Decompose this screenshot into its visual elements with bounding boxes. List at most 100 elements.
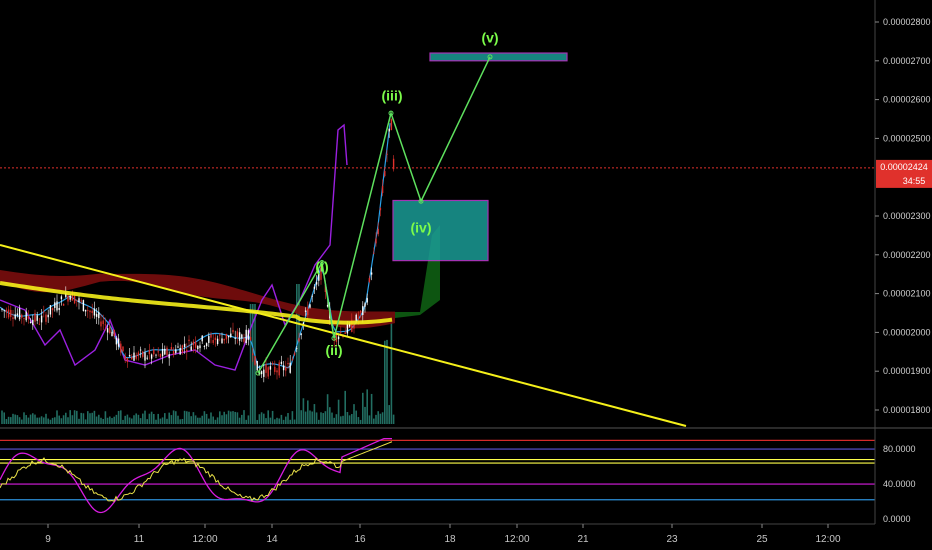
volume-bar	[214, 419, 217, 424]
volume-bar	[238, 417, 241, 424]
volume-bar	[18, 417, 21, 424]
volume-bar	[49, 419, 52, 424]
candle-body	[293, 353, 296, 355]
current-price-tag: 0.00002424 34:55	[876, 159, 932, 188]
price-tick-label: 0.00002500	[883, 133, 931, 143]
time-axis[interactable]: 9 11 12:00 14 16 18 12:00 21 23 25 12:00	[45, 524, 841, 545]
volume-bar	[12, 413, 14, 424]
volume-bar	[155, 419, 157, 424]
volume-bar	[351, 414, 353, 424]
volume-bar	[278, 418, 280, 424]
candle-body	[40, 315, 43, 323]
candle-body	[238, 332, 241, 341]
candle-body	[142, 351, 144, 357]
volume-bar	[311, 411, 313, 424]
volume-bar	[164, 413, 166, 424]
volume-bar	[212, 416, 214, 424]
candle-body	[236, 331, 239, 338]
price-tick-label: 0.00002200	[883, 250, 931, 260]
candle-body	[256, 360, 258, 371]
wave-point	[255, 370, 261, 376]
volume-bar	[56, 410, 58, 424]
candle-body	[131, 356, 133, 360]
elliott-wave-path[interactable]	[257, 56, 491, 374]
volume-bar	[25, 415, 27, 424]
candle-body	[296, 348, 298, 349]
volume-bar	[186, 411, 188, 424]
volume-bar	[381, 412, 384, 424]
candle-body	[373, 252, 375, 254]
volume-bar	[84, 419, 87, 424]
volume-bar	[333, 417, 335, 424]
volume-bar	[249, 304, 252, 424]
volume-bar	[285, 416, 287, 424]
oscillator-levels	[0, 439, 875, 501]
candle-body	[368, 277, 371, 282]
volume-bar	[344, 390, 346, 424]
candle-body	[390, 119, 393, 131]
elliott-wave-labels: (i) (ii) (iii) (iv) (v)	[315, 30, 498, 358]
volume-bar	[379, 413, 382, 424]
oscillator-tick-label: 40.0000	[883, 479, 916, 489]
price-tick-label: 0.00002600	[883, 95, 931, 105]
volume-bar	[232, 411, 234, 424]
volume-bar	[324, 411, 327, 424]
candle-body	[113, 329, 115, 336]
volume-bar	[265, 418, 267, 424]
wave-v-target[interactable]	[429, 52, 568, 62]
candle-body	[32, 319, 34, 325]
volume-bar	[194, 415, 197, 424]
candle-body	[139, 349, 142, 351]
candle-body	[126, 357, 129, 363]
wave-label: (iv)	[411, 220, 432, 236]
candle-body	[194, 341, 197, 348]
volume-bar	[267, 410, 269, 424]
oscillator-axis[interactable]: 80.0000 40.0000 0.0000	[883, 444, 916, 524]
candle-body	[159, 354, 162, 358]
volume-bar	[190, 416, 192, 424]
candle-body	[245, 329, 247, 344]
candle-body	[29, 321, 32, 323]
volume-bar	[137, 414, 140, 424]
candle-body	[170, 346, 173, 350]
volume-bar	[357, 417, 360, 424]
wave-label: (iii)	[382, 88, 403, 104]
wave-iv-zone[interactable]	[392, 199, 489, 262]
volume-bar	[113, 416, 115, 424]
volume-bar	[34, 414, 36, 424]
volume-bar	[170, 415, 173, 424]
candle-body	[98, 312, 100, 319]
candle-body	[381, 185, 384, 194]
candle-body	[278, 362, 280, 376]
candle-body	[234, 337, 236, 339]
candle-body	[14, 314, 16, 319]
candle-body	[45, 314, 47, 322]
candle-body	[115, 337, 118, 345]
candle-body	[47, 314, 49, 318]
volume-bar	[373, 418, 375, 424]
candle-body	[216, 338, 219, 345]
volume-bar	[208, 418, 210, 424]
volume-bar	[181, 418, 184, 424]
price-pane: (i) (ii) (iii) (iv) (v)	[0, 29, 875, 427]
volume-bar	[271, 410, 274, 424]
price-tick-label: 0.00002800	[883, 17, 931, 27]
price-axis[interactable]: 0.00002800 0.00002700 0.00002600 0.00002500…	[875, 17, 931, 415]
volume-bar	[326, 394, 329, 424]
candle-body	[124, 355, 126, 360]
elliott-wave-points	[255, 54, 493, 376]
candle-body	[166, 347, 168, 356]
volume-bar	[329, 407, 331, 424]
candle-body	[265, 364, 267, 373]
price-tick-label: 0.00001900	[883, 366, 931, 376]
candle-body	[62, 303, 65, 306]
candle-body	[102, 320, 104, 325]
candle-body	[73, 295, 76, 304]
volume-bar	[364, 406, 366, 424]
volume-bar	[225, 414, 228, 424]
volume-bar	[117, 410, 120, 424]
volume-bar	[260, 412, 263, 424]
volume-bar	[386, 339, 388, 424]
descending-trendline[interactable]	[0, 244, 687, 427]
